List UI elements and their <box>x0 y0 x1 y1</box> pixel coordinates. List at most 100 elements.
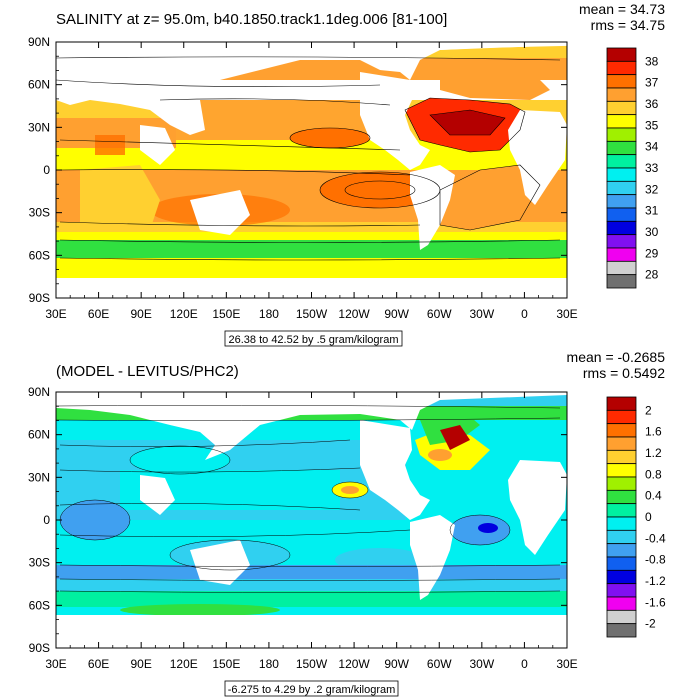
colorbar-box <box>606 47 637 62</box>
colorbar-box <box>606 167 637 182</box>
colorbar-box <box>606 423 637 438</box>
colorbar-label: -2 <box>645 617 656 631</box>
x-tick-label: 30E <box>556 657 577 671</box>
colorbar-box <box>606 127 637 142</box>
colorbar-box <box>606 180 637 196</box>
colorbar-box <box>606 60 637 76</box>
colorbar-label: 2 <box>645 403 652 417</box>
colorbar-box <box>606 503 637 518</box>
salinity-x-axis: 30E 60E 90E 120E 150E 180 150W 120W 90W 60W 30W 0 30… <box>45 42 578 321</box>
colorbar-box <box>606 100 637 116</box>
x-tick-label: 0 <box>521 657 528 671</box>
colorbar-label: 0.8 <box>645 467 662 481</box>
colorbar-label: -1.2 <box>645 574 666 588</box>
x-tick-label: 120W <box>338 657 370 671</box>
colorbar-box <box>606 154 637 169</box>
colorbar-label: 33 <box>645 161 659 175</box>
salinity-rms: rms = 34.75 <box>591 17 666 33</box>
colorbar-box <box>606 74 637 89</box>
colorbar-box <box>606 220 637 236</box>
colorbar-label: 1.6 <box>645 425 662 439</box>
y-tick-label: 60N <box>28 428 50 442</box>
colorbar-box <box>606 516 637 531</box>
x-tick-label: 30W <box>469 307 494 321</box>
colorbar-box <box>606 623 637 638</box>
x-tick-label: 90W <box>384 307 409 321</box>
colorbar-box <box>606 396 637 411</box>
x-tick-label: 0 <box>521 307 528 321</box>
salinity-colorbar: 38 37 36 35 34 33 32 31 30 29 28 <box>606 47 659 289</box>
difference-y-axis: 90N 60N 30N 0 30S 60S 90S <box>28 385 567 655</box>
colorbar-label: -1.6 <box>645 595 666 609</box>
salinity-mean: mean = 34.73 <box>579 1 665 17</box>
colorbar-label: 32 <box>645 182 659 196</box>
y-tick-label: 0 <box>43 513 50 527</box>
colorbar-label: -0.8 <box>645 553 666 567</box>
colorbar-label: 35 <box>645 118 659 132</box>
colorbar-box <box>606 569 637 585</box>
x-tick-label: 150W <box>296 657 328 671</box>
x-tick-label: 30E <box>556 307 577 321</box>
difference-rms: rms = 0.5492 <box>583 365 665 381</box>
difference-field <box>56 392 567 648</box>
salinity-range-box <box>224 330 403 347</box>
colorbar-box <box>606 449 637 465</box>
colorbar-box <box>606 260 637 276</box>
colorbar-box <box>606 463 637 478</box>
x-tick-label: 60W <box>427 307 452 321</box>
colorbar-box <box>606 194 637 209</box>
y-tick-label: 60S <box>29 248 50 262</box>
colorbar-label: -0.4 <box>645 531 666 545</box>
x-tick-label: 120E <box>170 657 198 671</box>
x-tick-label: 180 <box>259 657 279 671</box>
y-tick-label: 30N <box>28 120 50 134</box>
colorbar-box <box>606 140 637 156</box>
salinity-y-axis: 90N 60N 30N 0 30S 60S 90S <box>28 35 567 305</box>
y-tick-label: 30S <box>29 556 50 570</box>
difference-colorbar: 2 1.6 1.2 0.8 0.4 0 -0.4 -0.8 -1.2 -1.6 -2 <box>606 396 666 638</box>
y-tick-label: 60N <box>28 78 50 92</box>
colorbar-box <box>606 609 637 625</box>
x-tick-label: 150E <box>212 307 240 321</box>
y-tick-label: 90N <box>28 35 50 49</box>
colorbar-label: 29 <box>645 246 659 260</box>
colorbar-box <box>606 583 637 598</box>
x-tick-label: 30W <box>469 657 494 671</box>
y-tick-label: 30N <box>28 470 50 484</box>
salinity-field <box>56 42 567 298</box>
colorbar-box <box>606 543 637 558</box>
colorbar-box <box>606 436 637 451</box>
colorbar-box <box>606 596 637 611</box>
colorbar-label: 38 <box>645 54 659 68</box>
x-tick-label: 60E <box>88 307 109 321</box>
colorbar-box <box>606 114 637 129</box>
x-tick-label: 180 <box>259 307 279 321</box>
y-tick-label: 90S <box>29 641 50 655</box>
x-tick-label: 120E <box>170 307 198 321</box>
x-tick-label: 90W <box>384 657 409 671</box>
salinity-panel: SALINITY at z= 95.0m, b40.1850.track1.1d… <box>28 1 666 347</box>
colorbar-box <box>606 489 637 505</box>
colorbar-box <box>606 247 637 262</box>
colorbar-label: 34 <box>645 140 659 154</box>
x-tick-label: 120W <box>338 307 370 321</box>
difference-mean: mean = -0.2685 <box>567 349 666 365</box>
difference-x-axis: 30E 60E 90E 120E 150E 180 150W 120W 90W 60W 30W 0 30… <box>45 392 578 671</box>
colorbar-label: 30 <box>645 225 659 239</box>
colorbar-label: 37 <box>645 76 659 90</box>
difference-range-note: -6.275 to 4.29 by .2 gram/kilogram <box>228 684 396 696</box>
colorbar-box <box>606 409 637 425</box>
x-tick-label: 60E <box>88 657 109 671</box>
colorbar-box <box>606 556 637 571</box>
difference-panel: (MODEL - LEVITUS/PHC2) mean = -0.2685 rm… <box>28 349 666 697</box>
colorbar-label: 1.2 <box>645 446 662 460</box>
y-tick-label: 60S <box>29 598 50 612</box>
y-tick-label: 90S <box>29 291 50 305</box>
colorbar-label: 36 <box>645 97 659 111</box>
colorbar-box <box>606 274 637 289</box>
x-tick-label: 60W <box>427 657 452 671</box>
y-tick-label: 30S <box>29 206 50 220</box>
colorbar-label: 28 <box>645 268 659 282</box>
colorbar-box <box>606 529 637 545</box>
